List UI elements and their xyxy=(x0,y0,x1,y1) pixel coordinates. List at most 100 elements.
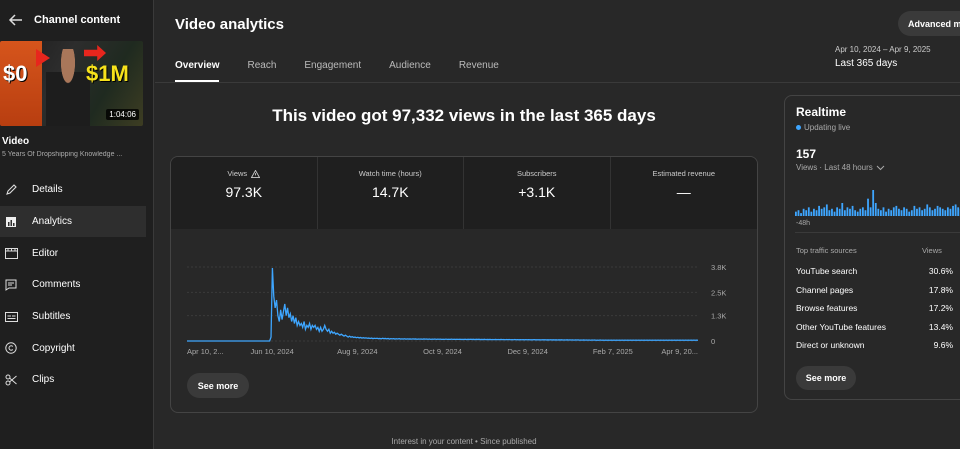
realtime-bar xyxy=(954,204,957,216)
analytics-icon xyxy=(4,215,18,229)
tab-audience[interactable]: Audience xyxy=(389,60,431,71)
realtime-bar xyxy=(916,208,918,216)
sidebar: Channel content $0 $1M 1:04:06 Video 5 Y… xyxy=(0,0,154,449)
date-range[interactable]: Apr 10, 2024 – Apr 9, 2025 xyxy=(835,45,931,54)
realtime-bar xyxy=(856,211,859,216)
video-duration: 1:04:06 xyxy=(106,109,139,120)
film-icon xyxy=(4,246,18,260)
x-tick-label: Apr 9, 20... xyxy=(661,347,698,356)
header-divider xyxy=(155,82,960,83)
tab-engagement[interactable]: Engagement xyxy=(304,60,362,71)
metric-value: 97.3K xyxy=(225,184,263,200)
sidebar-item-label: Copyright xyxy=(32,342,75,354)
realtime-bar xyxy=(854,210,857,216)
realtime-bar xyxy=(807,207,810,216)
realtime-bar xyxy=(895,205,898,216)
realtime-bar xyxy=(802,208,805,216)
realtime-period[interactable]: Views · Last 48 hours xyxy=(796,163,885,172)
realtime-bar xyxy=(934,208,936,216)
x-tick-label: Oct 9, 2024 xyxy=(423,347,462,356)
date-range-label[interactable]: Last 365 days xyxy=(835,58,898,69)
sidebar-item-label: Comments xyxy=(32,279,81,291)
metric-revenue[interactable]: Estimated revenue — xyxy=(610,157,757,229)
realtime-bar xyxy=(841,203,844,216)
realtime-bar xyxy=(872,190,875,216)
chevron-down-icon xyxy=(876,165,885,170)
metric-subscribers[interactable]: Subscribers +3.1K xyxy=(464,157,611,229)
analytics-tabs: Overview Reach Engagement Audience Reven… xyxy=(175,60,527,82)
realtime-bar xyxy=(903,207,905,216)
realtime-bar xyxy=(797,210,800,216)
traffic-source-pct: 30.6% xyxy=(928,266,953,276)
sidebar-item-clips[interactable]: Clips xyxy=(0,364,146,396)
realtime-bar xyxy=(864,210,867,216)
metric-views[interactable]: Views 97.3K xyxy=(171,157,318,229)
sidebar-item-analytics[interactable]: Analytics xyxy=(0,205,146,238)
realtime-bar xyxy=(908,211,911,216)
realtime-bar xyxy=(820,208,823,216)
see-more-button[interactable]: See more xyxy=(187,373,249,398)
realtime-bar xyxy=(944,210,947,216)
traffic-source-row: Channel pages 17.8% xyxy=(796,285,960,303)
realtime-bar xyxy=(931,210,934,216)
realtime-bar xyxy=(823,207,826,216)
y-tick-label: 2.5K xyxy=(711,288,726,297)
traffic-source-pct: 17.2% xyxy=(928,303,953,313)
overview-card: Views 97.3K Watch time (hours) 14.7K Sub… xyxy=(170,156,758,413)
realtime-bar xyxy=(882,207,885,216)
traffic-source-name: Browse features xyxy=(796,303,858,313)
realtime-bar xyxy=(859,208,862,216)
metric-label: Subscribers xyxy=(516,169,557,178)
sidebar-item-editor[interactable]: Editor xyxy=(0,237,146,269)
traffic-source-row: Direct or unknown 9.6% xyxy=(796,340,960,358)
sidebar-item-label: Clips xyxy=(32,374,55,386)
traffic-source-name: Channel pages xyxy=(796,284,854,295)
tab-revenue[interactable]: Revenue xyxy=(458,60,499,71)
realtime-bar xyxy=(923,208,926,216)
traffic-source-row: Other YouTube features 13.4% xyxy=(796,322,960,340)
advanced-mode-button[interactable]: Advanced m xyxy=(898,11,960,36)
realtime-bar xyxy=(843,210,846,216)
warning-icon xyxy=(251,169,261,178)
realtime-see-more-button[interactable]: See more xyxy=(796,366,856,390)
realtime-bar xyxy=(928,207,931,216)
traffic-source-pct: 9.6% xyxy=(933,340,953,350)
y-tick-label: 3.8K xyxy=(711,263,726,272)
sidebar-header: Channel content xyxy=(0,0,153,40)
sidebar-item-copyright[interactable]: Copyright xyxy=(0,332,146,364)
thumbnail-person xyxy=(46,49,90,126)
realtime-bar xyxy=(946,207,949,216)
metric-value: 14.7K xyxy=(371,184,409,200)
realtime-period-text: Views · Last 48 hours xyxy=(796,163,873,172)
metric-label: Views xyxy=(227,169,261,178)
realtime-bar xyxy=(851,205,854,216)
section-note: Interest in your content • Since publish… xyxy=(391,437,537,446)
realtime-bar xyxy=(880,210,882,216)
realtime-bar xyxy=(831,208,833,216)
sidebar-nav: Details Analytics Editor Comments Subtit… xyxy=(0,174,146,396)
sidebar-item-comments[interactable]: Comments xyxy=(0,269,146,301)
y-tick-label: 0 xyxy=(711,337,715,346)
realtime-card: Realtime Updating live 157 Views · Last … xyxy=(784,95,960,400)
sidebar-item-label: Subtitles xyxy=(32,311,71,323)
video-thumbnail[interactable]: $0 $1M 1:04:06 xyxy=(0,41,143,126)
realtime-bar xyxy=(913,205,916,216)
sidebar-item-details[interactable]: Details xyxy=(0,174,146,206)
metric-watch-time[interactable]: Watch time (hours) 14.7K xyxy=(317,157,464,229)
views-line-chart[interactable]: 3.8K 2.5K 1.3K 0 Apr 10, 2... Jun 10, 2024 Aug… xyxy=(171,247,758,357)
sidebar-item-label: Editor xyxy=(32,247,59,259)
sidebar-item-subtitles[interactable]: Subtitles xyxy=(0,301,146,333)
realtime-bar-chart[interactable] xyxy=(795,188,960,216)
headline: This video got 97,332 views in the last … xyxy=(272,106,656,125)
comment-icon xyxy=(4,278,18,292)
back-arrow-icon[interactable] xyxy=(8,12,24,28)
realtime-bar xyxy=(810,211,813,216)
tab-reach[interactable]: Reach xyxy=(247,60,277,71)
x-tick-label: Apr 10, 2... xyxy=(187,347,224,356)
metric-label: Watch time (hours) xyxy=(358,169,422,178)
metric-tabs: Views 97.3K Watch time (hours) 14.7K Sub… xyxy=(171,157,757,229)
metric-value: +3.1K xyxy=(518,184,556,200)
realtime-bar xyxy=(861,207,864,216)
realtime-bar xyxy=(890,210,893,216)
tab-overview[interactable]: Overview xyxy=(175,60,220,82)
